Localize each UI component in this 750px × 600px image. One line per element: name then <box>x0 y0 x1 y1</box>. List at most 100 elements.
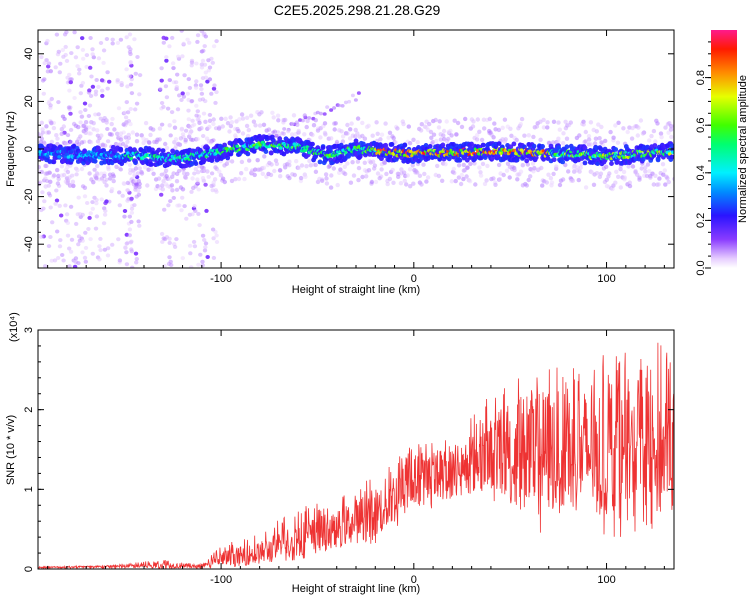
spectrogram-cell <box>239 159 245 165</box>
spectrogram-cell <box>613 123 618 128</box>
spectrogram-cell <box>92 167 97 172</box>
spectrogram-cell <box>669 134 674 140</box>
spectrogram-cell <box>94 78 99 82</box>
spectrogram-cell <box>345 161 350 166</box>
spectrogram-cell <box>523 181 528 187</box>
spectrogram-cell <box>202 62 208 67</box>
spectrogram-cell <box>560 177 566 182</box>
spectrogram-cell <box>382 160 387 166</box>
spectrogram-cell <box>115 41 121 45</box>
spectrogram-cell <box>92 158 98 164</box>
spectrogram-cell <box>116 106 122 111</box>
colorbar: 0.0 0.2 0.4 0.6 0.8 Normalized spectral ampl… <box>695 30 749 276</box>
spectrogram-cell <box>199 65 205 70</box>
spectrogram-cell <box>287 163 292 168</box>
spectrogram-cell <box>76 142 82 147</box>
spectrogram-cell <box>310 141 315 147</box>
spectrogram-cell <box>508 126 513 131</box>
spectrogram-cell <box>165 106 171 111</box>
spectrogram-cell <box>349 121 354 126</box>
spectrogram-cell <box>274 161 280 167</box>
spectrogram-cell <box>96 56 102 61</box>
spectrogram-cell <box>551 157 557 163</box>
spectrogram-cell <box>54 198 60 203</box>
spectrogram-cell <box>97 257 102 262</box>
spectrogram-cell <box>431 132 437 137</box>
spectrogram-cell <box>188 251 193 256</box>
spectrogram-cell <box>209 171 215 176</box>
spectrogram-cell <box>183 137 188 143</box>
spectrogram-cell <box>94 214 100 219</box>
spectrogram-cell <box>104 120 109 125</box>
spectrogram-cell <box>408 184 413 189</box>
spectrogram-cell <box>76 261 81 266</box>
spectrogram-cell <box>174 149 180 155</box>
spectrogram-cell <box>194 113 199 118</box>
spectrogram-cell <box>159 122 165 127</box>
spectrogram-cell <box>482 126 487 131</box>
spectrogram-cell <box>39 234 44 239</box>
spectrogram-cell <box>653 139 658 144</box>
spectrogram-cell <box>127 214 132 219</box>
spectrogram-cell <box>119 161 125 167</box>
spectrogram-cell <box>666 130 671 135</box>
spectrogram-y-tick-label: -40 <box>23 236 35 252</box>
spectrogram-cell <box>275 113 281 118</box>
spectrogram-cell <box>366 123 371 128</box>
spectrogram-cell <box>76 124 81 130</box>
spectrogram-cell <box>207 118 213 124</box>
spectrogram-cell <box>68 204 74 209</box>
spectrogram-cell <box>217 125 222 130</box>
spectrogram-cell <box>266 127 272 132</box>
spectrogram-cell <box>229 120 235 125</box>
spectrogram-cell <box>129 249 134 254</box>
spectrogram-cell <box>205 255 210 259</box>
spectrogram-cell <box>59 164 65 169</box>
spectrogram-cell <box>179 30 184 33</box>
spectrogram-cell <box>233 177 238 182</box>
spectrogram-cell <box>101 221 107 226</box>
spectrogram-cell <box>322 121 328 126</box>
snr-y-tick-label: 0 <box>23 566 35 572</box>
spectrogram-cell <box>189 99 195 103</box>
spectrogram-cell <box>556 139 561 145</box>
spectrogram-cell <box>88 140 94 145</box>
spectrogram-cell <box>664 174 669 179</box>
spectrogram-cell <box>636 125 641 130</box>
spectrogram-cell <box>87 103 93 108</box>
spectrogram-cell <box>101 60 106 65</box>
spectrogram-cell <box>550 140 556 145</box>
spectrogram-cell <box>195 39 200 44</box>
spectrogram-cell <box>120 193 125 198</box>
spectrogram-cell <box>563 119 568 125</box>
spectrogram-cell <box>411 137 416 142</box>
spectrogram-cell <box>182 204 187 209</box>
spectrogram-cell <box>594 129 599 134</box>
spectrogram-cell <box>436 173 442 179</box>
spectrogram-cell <box>583 185 589 190</box>
spectrogram-cell <box>57 244 63 249</box>
spectrogram-cell <box>84 64 89 69</box>
spectrogram-cell <box>606 174 611 179</box>
spectrogram-cell <box>88 94 94 98</box>
spectrogram-cell <box>168 199 173 204</box>
spectrogram-cell <box>399 167 404 172</box>
spectrogram-cell <box>168 133 173 138</box>
spectrogram-cell <box>350 160 355 165</box>
spectrogram-cell <box>345 131 350 136</box>
spectrogram-cell <box>329 108 334 112</box>
spectrogram-cell <box>515 177 520 182</box>
spectrogram-cell <box>53 65 58 70</box>
spectrogram-cell <box>648 175 653 180</box>
snr-plot-area <box>38 330 674 569</box>
spectrogram-cell <box>114 164 119 169</box>
spectrogram-cell <box>170 174 175 179</box>
spectrogram-cell <box>362 136 368 141</box>
spectrogram-cell <box>328 185 334 190</box>
spectrogram-cell <box>46 130 51 135</box>
spectrogram-cell <box>501 172 506 178</box>
spectrogram-cell <box>340 104 345 108</box>
spectrogram-cell <box>190 212 195 217</box>
spectrogram-cell <box>123 245 128 250</box>
spectrogram-cell <box>509 133 514 138</box>
